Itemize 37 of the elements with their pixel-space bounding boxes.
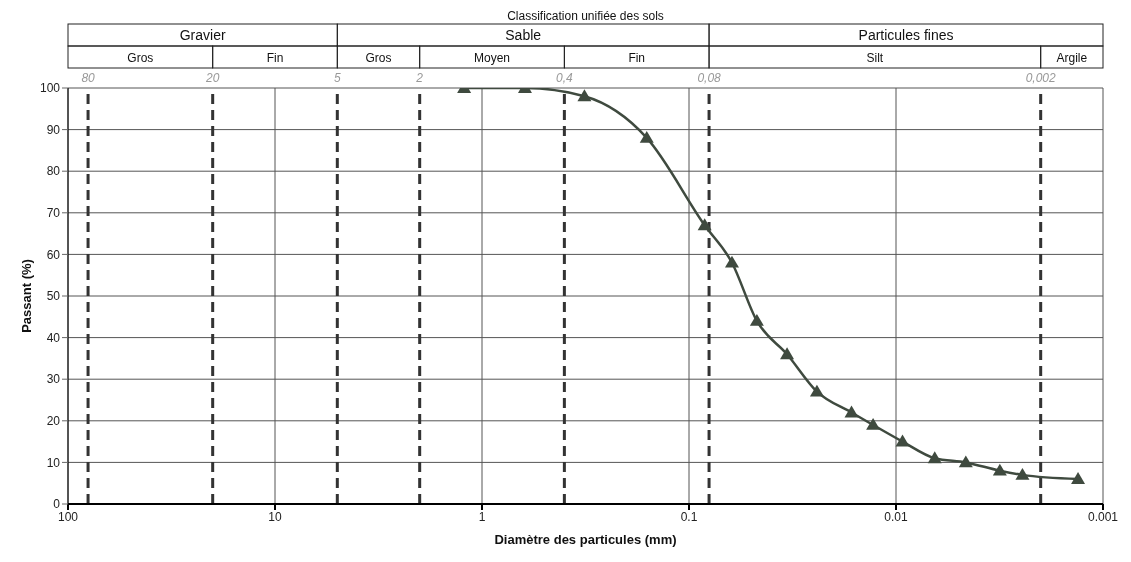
x-tick-label: 0.01 bbox=[884, 509, 908, 524]
y-tick-label: 60 bbox=[46, 247, 61, 262]
y-axis-title: Passant (%) bbox=[18, 259, 34, 333]
y-tick-label: 70 bbox=[46, 206, 61, 221]
y-tick-label: 10 bbox=[46, 455, 61, 470]
text: Gros bbox=[365, 51, 392, 65]
text: Sable bbox=[505, 27, 542, 43]
y-tick-label: 50 bbox=[46, 289, 61, 304]
x-tick-label: 0.001 bbox=[1087, 509, 1119, 524]
x-tick-label: 10 bbox=[268, 509, 282, 524]
chart-title: Classification unifiée des sols bbox=[507, 9, 664, 23]
text: Argile bbox=[1056, 51, 1088, 65]
text: Moyen bbox=[474, 51, 511, 65]
x-axis-title: Diamètre des particules (mm) bbox=[494, 532, 677, 547]
ref-line-label: 0,002 bbox=[1025, 71, 1057, 85]
ref-line-label: 0,4 bbox=[556, 71, 574, 85]
y-tick-label: 100 bbox=[39, 81, 61, 96]
text: Silt bbox=[866, 51, 884, 65]
text: Gravier bbox=[179, 27, 226, 43]
ref-line-label: 20 bbox=[205, 71, 220, 85]
ref-line-label: 2 bbox=[415, 71, 424, 85]
y-tick-label: 0 bbox=[53, 497, 61, 512]
y-tick-label: 20 bbox=[46, 414, 61, 429]
text: Fin bbox=[266, 51, 284, 65]
x-tick-label: 100 bbox=[57, 509, 79, 524]
text: Fin bbox=[628, 51, 646, 65]
text: Gros bbox=[127, 51, 154, 65]
x-tick-label: 1 bbox=[478, 509, 486, 524]
y-tick-label: 90 bbox=[46, 122, 61, 137]
text: Particules fines bbox=[858, 27, 954, 43]
y-tick-label: 40 bbox=[46, 330, 61, 345]
x-tick-label: 0.1 bbox=[680, 509, 698, 524]
y-tick-label: 30 bbox=[46, 372, 61, 387]
y-tick-label: 80 bbox=[46, 164, 61, 179]
ref-line-label: 80 bbox=[81, 71, 96, 85]
ref-line-label: 5 bbox=[333, 71, 341, 85]
ref-line-label: 0,08 bbox=[697, 71, 722, 85]
